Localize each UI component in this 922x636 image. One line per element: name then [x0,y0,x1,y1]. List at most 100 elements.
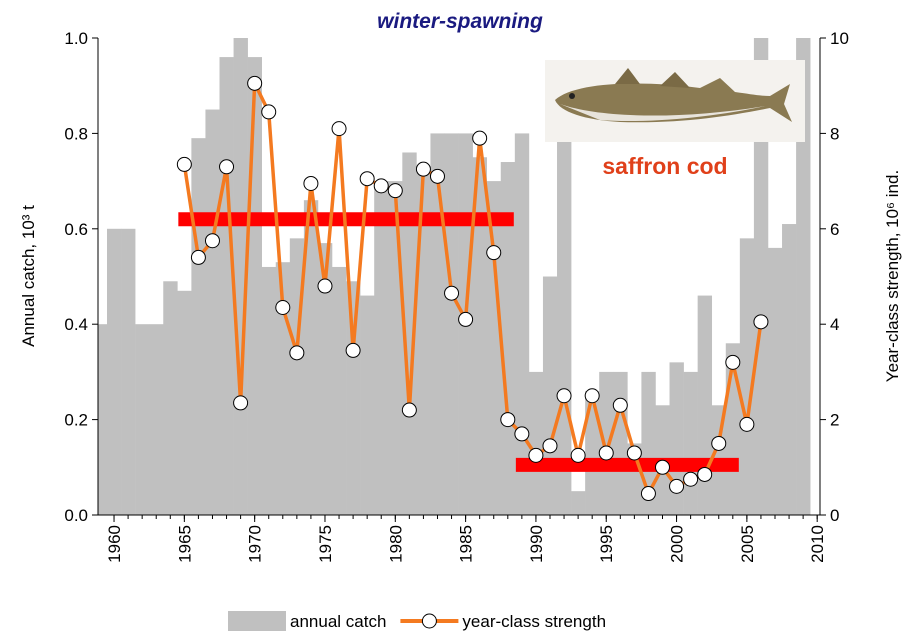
marker [487,246,501,260]
x-tick-label: 2010 [808,525,827,563]
marker [290,346,304,360]
marker [234,396,248,410]
marker [740,417,754,431]
marker [177,157,191,171]
marker [529,448,543,462]
bar [360,296,374,515]
x-tick-label: 1965 [175,525,194,563]
y2-tick-label: 4 [830,315,839,334]
bar [529,372,543,515]
bar [543,277,557,516]
bar [613,372,627,515]
y-tick-label: 1.0 [64,29,88,48]
x-tick-label: 1990 [527,525,546,563]
marker [248,76,262,90]
bar [571,491,585,515]
marker [459,312,473,326]
marker [670,479,684,493]
bar [220,57,234,515]
bar [107,229,121,515]
marker [641,487,655,501]
y-tick-label: 0.2 [64,411,88,430]
marker [571,448,585,462]
marker [445,286,459,300]
marker [332,122,346,136]
fish-picture [545,60,805,142]
y-axis-label: Annual catch, 10³ t [19,205,38,347]
y-tick-label: 0.8 [64,124,88,143]
marker [276,301,290,315]
y2-tick-label: 8 [830,124,839,143]
bar [515,133,529,515]
marker [346,343,360,357]
marker [684,472,698,486]
x-tick-label: 1980 [386,525,405,563]
annotation: saffron cod [602,153,727,179]
marker [430,169,444,183]
bar [332,267,346,515]
y2-tick-label: 10 [830,29,849,48]
bar [487,181,501,515]
x-tick-label: 1960 [105,525,124,563]
marker [416,162,430,176]
marker [304,176,318,190]
bar [177,291,191,515]
legend-swatch [228,611,286,631]
marker [402,403,416,417]
bar [121,229,135,515]
bar [698,296,712,515]
bar [262,267,276,515]
bar [768,248,782,515]
marker [754,315,768,329]
x-tick-label: 1970 [246,525,265,563]
bar [149,324,163,515]
bar [191,138,205,515]
y-tick-label: 0.6 [64,220,88,239]
x-tick-label: 2000 [668,525,687,563]
marker [473,131,487,145]
x-tick-label: 2005 [738,525,757,563]
x-tick-label: 1975 [316,525,335,563]
marker [627,446,641,460]
x-tick-label: 1985 [457,525,476,563]
marker [205,234,219,248]
marker [501,413,515,427]
marker [698,467,712,481]
marker [515,427,529,441]
marker [220,160,234,174]
marker [712,436,726,450]
marker [262,105,276,119]
y2-axis-label: Year-class strength, 10⁶ ind. [883,170,902,382]
y2-tick-label: 0 [830,506,839,525]
y-tick-label: 0.0 [64,506,88,525]
y2-tick-label: 6 [830,220,839,239]
bar [557,133,571,515]
chart-title: winter-spawning [377,10,543,33]
marker [388,184,402,198]
bar [248,57,262,515]
marker [318,279,332,293]
bar [782,224,796,515]
marker [191,250,205,264]
bar [599,372,613,515]
page: {"chart_data": { "type": "bar-line", "ti… [0,0,922,636]
bar [205,110,219,515]
bar [135,324,149,515]
bar [388,181,402,515]
legend-label: year-class strength [462,612,606,631]
y-tick-label: 0.4 [64,315,88,334]
y2-tick-label: 2 [830,411,839,430]
x-tick-label: 1995 [597,525,616,563]
marker [599,446,613,460]
chart: winter-spawning saffron cod Annual catch… [0,0,922,636]
legend-marker [422,614,436,628]
marker [557,389,571,403]
marker [585,389,599,403]
bar [346,281,360,515]
marker [374,179,388,193]
legend-label: annual catch [290,612,386,631]
marker [543,439,557,453]
marker [726,355,740,369]
bar [374,181,388,515]
marker [613,398,627,412]
